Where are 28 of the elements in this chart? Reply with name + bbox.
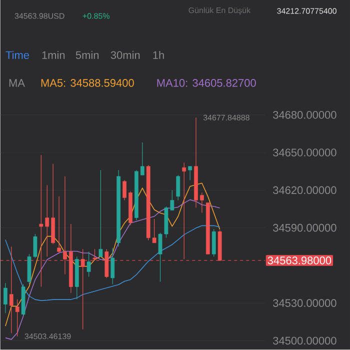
y-tick-label: 34500.00000 xyxy=(273,336,336,345)
candlestick xyxy=(140,142,144,176)
y-tick-label: 34680.00000 xyxy=(273,111,336,119)
candlestick xyxy=(200,192,204,214)
y-tick-label: 34590.00000 xyxy=(273,224,336,232)
candlestick xyxy=(98,170,103,258)
ref-line-label: 34563.98000 xyxy=(268,256,332,264)
candlestick xyxy=(110,248,115,285)
text: 1h xyxy=(153,51,164,60)
candlestick xyxy=(176,174,180,201)
candlestick xyxy=(188,166,192,181)
text: 30min xyxy=(110,51,140,60)
candlestick xyxy=(57,196,61,254)
y-tick-label: 34530.00000 xyxy=(273,299,336,308)
y-tick-label: 34620.00000 xyxy=(273,186,336,194)
candlestick xyxy=(3,282,8,314)
text: 5min xyxy=(76,51,99,60)
candlestick xyxy=(122,180,126,201)
legend-title: MA xyxy=(9,79,25,87)
text: 1min xyxy=(42,51,65,60)
candlestick xyxy=(86,251,91,278)
text: MA5: 34588.59400 xyxy=(41,79,134,87)
candlestick xyxy=(15,299,20,337)
text: Time xyxy=(6,51,30,60)
y-tick-label: 34650.00000 xyxy=(273,148,336,157)
text: MA10: 34605.82700 xyxy=(157,79,256,87)
candlestick xyxy=(182,162,186,260)
candlestick xyxy=(212,228,216,258)
